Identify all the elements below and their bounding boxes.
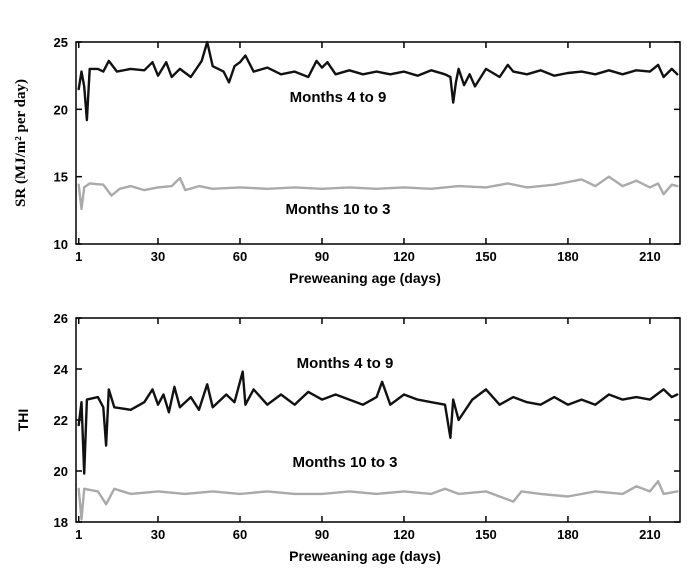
thi-x-tick-label: 210 bbox=[639, 527, 661, 542]
thi-series-line-months-10-to-3 bbox=[77, 480, 679, 521]
thi-series bbox=[77, 370, 679, 521]
sr-y-tick-label: 25 bbox=[54, 35, 68, 50]
thi-x-tick-label: 60 bbox=[233, 527, 247, 542]
sr-annotation-months-10-to-3: Months 10 to 3 bbox=[285, 201, 390, 218]
sr-x-tick-label: 1 bbox=[75, 249, 82, 264]
thi-y-tick-label: 24 bbox=[54, 362, 69, 377]
sr-x-tick-label: 90 bbox=[315, 249, 329, 264]
sr-x-tick-label: 30 bbox=[151, 249, 165, 264]
sr-x-tick-label: 210 bbox=[639, 249, 661, 264]
thi-chart: 18 20 22 24 26 1 30 60 90 120 150 180 210 Months 4 … bbox=[15, 311, 681, 564]
sr-chart: 10 15 20 25 1 30 60 90 120 150 180 210 Months 4 to… bbox=[13, 35, 681, 286]
sr-series bbox=[77, 40, 679, 211]
sr-x-tick-label: 60 bbox=[233, 249, 247, 264]
sr-y-tick-label: 20 bbox=[54, 102, 68, 117]
sr-y-axis-label: SR (MJ/m² per day) bbox=[13, 79, 29, 207]
sr-series-line-months-4-to-9 bbox=[77, 40, 679, 122]
thi-y-tick-label: 22 bbox=[54, 413, 68, 428]
thi-y-ticks: 18 20 22 24 26 bbox=[54, 311, 680, 530]
sr-y-ticks: 10 15 20 25 bbox=[54, 35, 680, 252]
thi-y-tick-label: 20 bbox=[54, 464, 68, 479]
thi-x-axis-label: Preweaning age (days) bbox=[289, 548, 441, 564]
thi-x-tick-label: 150 bbox=[475, 527, 497, 542]
thi-x-tick-label: 180 bbox=[557, 527, 579, 542]
sr-x-tick-label: 120 bbox=[393, 249, 415, 264]
sr-x-tick-label: 150 bbox=[475, 249, 497, 264]
sr-x-tick-label: 180 bbox=[557, 249, 579, 264]
sr-plot-frame bbox=[75, 41, 681, 245]
thi-x-tick-label: 30 bbox=[151, 527, 165, 542]
thi-series-line-months-4-to-9 bbox=[77, 370, 679, 475]
sr-series-line-months-10-to-3 bbox=[77, 175, 679, 211]
sr-x-ticks: 1 30 60 90 120 150 180 210 bbox=[75, 42, 661, 264]
thi-x-tick-label: 1 bbox=[75, 527, 82, 542]
thi-x-tick-label: 90 bbox=[315, 527, 329, 542]
thi-x-ticks: 1 30 60 90 120 150 180 210 bbox=[75, 318, 661, 542]
thi-y-axis-label: THI bbox=[15, 409, 31, 432]
thi-x-tick-label: 120 bbox=[393, 527, 415, 542]
sr-x-axis-label: Preweaning age (days) bbox=[289, 270, 441, 286]
thi-y-tick-label: 26 bbox=[54, 311, 68, 326]
sr-y-tick-label: 10 bbox=[54, 237, 68, 252]
sr-y-tick-label: 15 bbox=[54, 170, 68, 185]
thi-annotation-months-4-to-9: Months 4 to 9 bbox=[297, 355, 394, 372]
thi-annotation-months-10-to-3: Months 10 to 3 bbox=[292, 454, 397, 471]
thi-y-tick-label: 18 bbox=[54, 515, 68, 530]
sr-annotation-months-4-to-9: Months 4 to 9 bbox=[290, 89, 387, 106]
